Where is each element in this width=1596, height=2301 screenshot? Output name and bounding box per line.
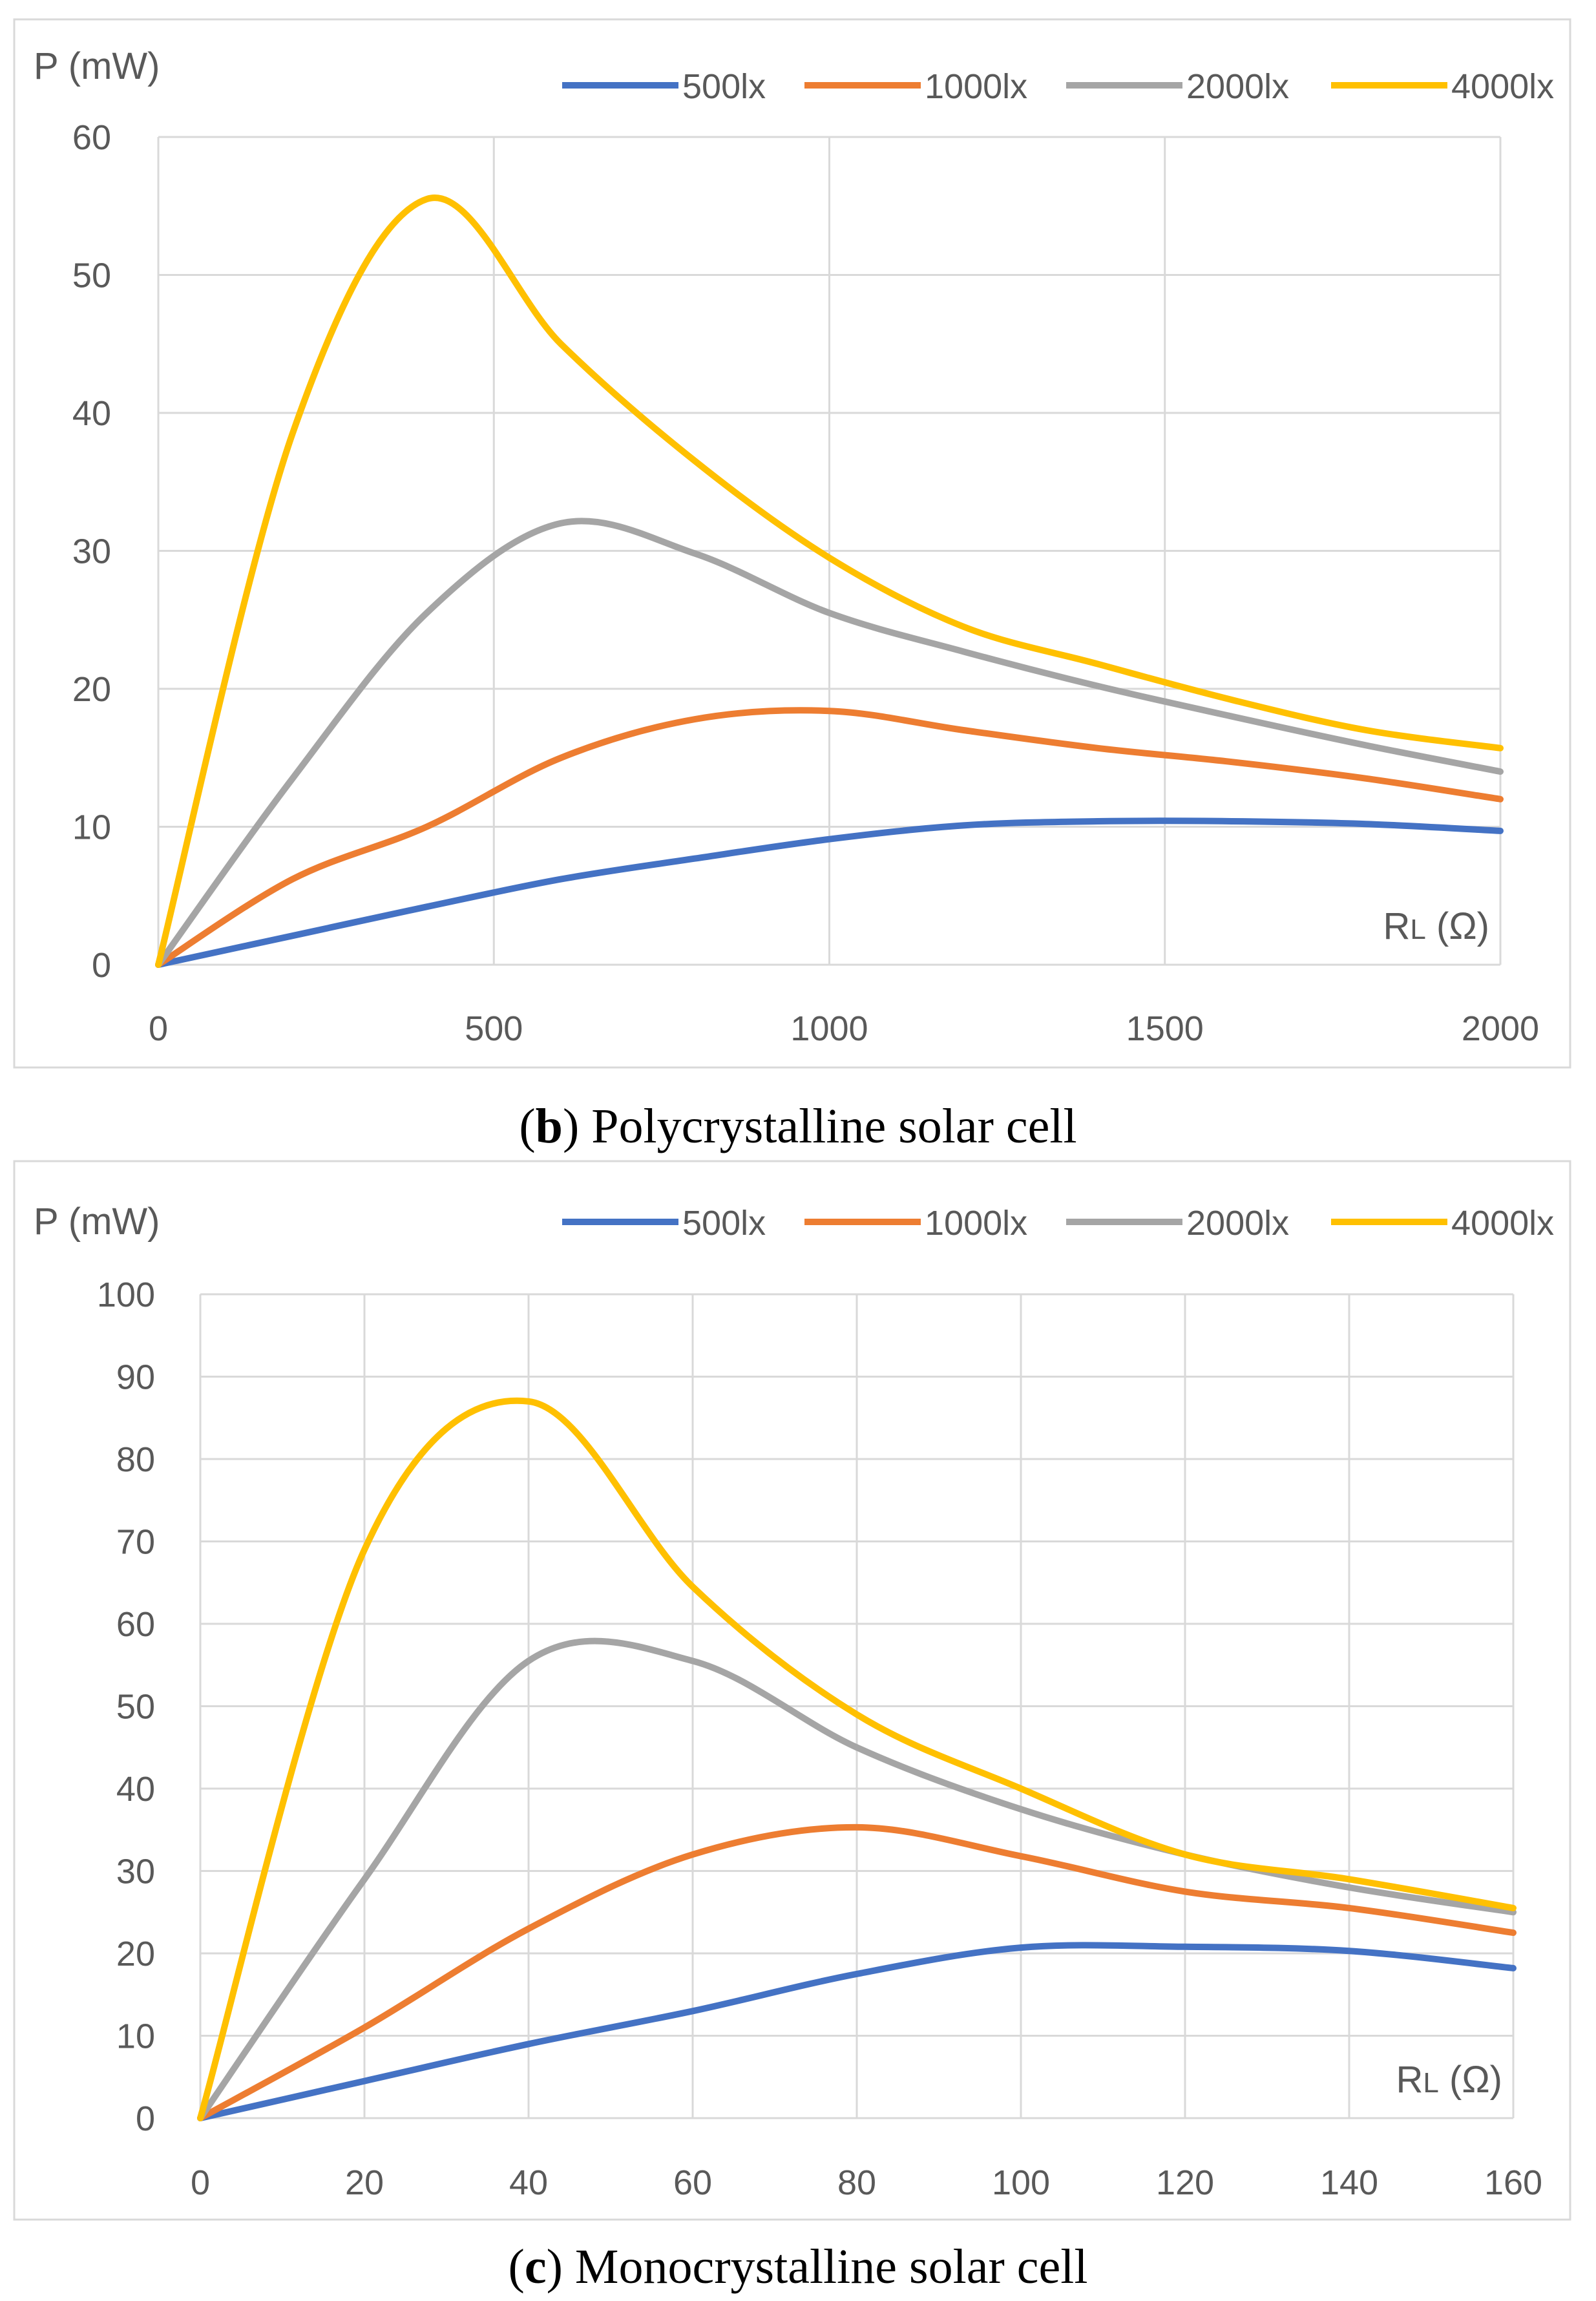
series-line-4000lx [197, 1397, 1517, 2121]
figure-caption: (c) Monocrystalline solar cell [509, 2240, 1088, 2294]
caption-open-paren: ( [519, 1099, 535, 1153]
y-tick-label: 70 [116, 1523, 155, 1562]
y-axis-label: P (mW) [34, 1201, 160, 1243]
legend-label-4000lx: 4000lx [1451, 67, 1554, 106]
x-tick-label: 0 [191, 2163, 210, 2202]
x-axis-label-unit: (Ω) [1426, 905, 1489, 947]
caption-text: ) Polycrystalline solar cell [563, 1099, 1077, 1153]
x-axis-label: RL (Ω) [1383, 905, 1489, 947]
y-tick-label: 0 [92, 946, 111, 985]
y-tick-label: 0 [136, 2099, 155, 2138]
x-axis-label-main: R [1383, 905, 1411, 947]
series-line-2000lx [155, 518, 1504, 968]
y-tick-label: 40 [72, 394, 111, 433]
y-tick-label: 10 [72, 808, 111, 847]
series-line-1000lx [155, 707, 1504, 968]
y-tick-label: 60 [116, 1605, 155, 1644]
y-tick-label: 50 [116, 1688, 155, 1727]
x-tick-label: 500 [465, 1009, 523, 1048]
caption-text: ) Monocrystalline solar cell [547, 2240, 1088, 2294]
x-tick-label: 40 [509, 2163, 548, 2202]
x-tick-label: 1000 [790, 1009, 868, 1048]
legend-label-2000lx: 2000lx [1186, 67, 1289, 106]
legend-label-500lx: 500lx [682, 67, 766, 106]
y-axis-label: P (mW) [34, 45, 160, 87]
x-tick-label: 0 [149, 1009, 168, 1048]
chart-panel-b: 0 10 20 30 40 50 60 0 500 1000 1500 2000 P (mW) RL (Ω… [13, 18, 1571, 1153]
x-axis-label: RL (Ω) [1396, 2059, 1502, 2101]
x-tick-label: 2000 [1462, 1009, 1539, 1048]
y-tick-label: 30 [72, 532, 111, 571]
legend-label-1000lx: 1000lx [925, 67, 1027, 106]
y-tick-label: 40 [116, 1770, 155, 1809]
legend-label-1000lx: 1000lx [925, 1204, 1027, 1243]
series-line-500lx [155, 817, 1504, 968]
series-line-1000lx [197, 1823, 1517, 2121]
x-tick-label: 140 [1320, 2163, 1378, 2202]
x-tick-label: 160 [1484, 2163, 1542, 2202]
series-line-500lx [197, 1942, 1517, 2121]
figure-caption: (b) Polycrystalline solar cell [519, 1099, 1076, 1153]
caption-panel-letter: c [525, 2240, 547, 2294]
y-tick-label: 20 [116, 1935, 155, 1973]
x-tick-label: 60 [673, 2163, 712, 2202]
y-tick-label: 80 [116, 1440, 155, 1479]
x-tick-label: 100 [992, 2163, 1050, 2202]
x-tick-label: 80 [837, 2163, 876, 2202]
x-tick-label: 20 [345, 2163, 384, 2202]
x-tick-label: 120 [1156, 2163, 1214, 2202]
x-axis-label-subscript: L [1423, 2067, 1438, 2099]
y-tick-label: 20 [72, 670, 111, 709]
chart-frame [13, 18, 1571, 1069]
x-axis-label-subscript: L [1410, 914, 1425, 945]
y-tick-label: 60 [72, 118, 111, 157]
y-tick-label: 100 [97, 1276, 155, 1314]
legend-label-4000lx: 4000lx [1451, 1204, 1554, 1243]
legend-label-500lx: 500lx [682, 1204, 766, 1243]
y-tick-label: 90 [116, 1358, 155, 1397]
caption-panel-letter: b [536, 1099, 563, 1153]
x-axis-label-unit: (Ω) [1439, 2059, 1502, 2101]
y-tick-label: 30 [116, 1853, 155, 1891]
y-tick-label: 50 [72, 257, 111, 295]
x-tick-label: 1500 [1126, 1009, 1204, 1048]
chart-frame [13, 1160, 1571, 2221]
series-line-4000lx [155, 194, 1504, 968]
series-line-2000lx [197, 1637, 1517, 2121]
x-axis-label-main: R [1396, 2059, 1423, 2101]
y-tick-label: 10 [116, 2017, 155, 2056]
caption-open-paren: ( [509, 2240, 525, 2294]
legend-label-2000lx: 2000lx [1186, 1204, 1289, 1243]
chart-panel-c: 0 10 20 30 40 50 60 70 80 90 100 0 20 40 60 80 100 120 140… [13, 1160, 1571, 2294]
